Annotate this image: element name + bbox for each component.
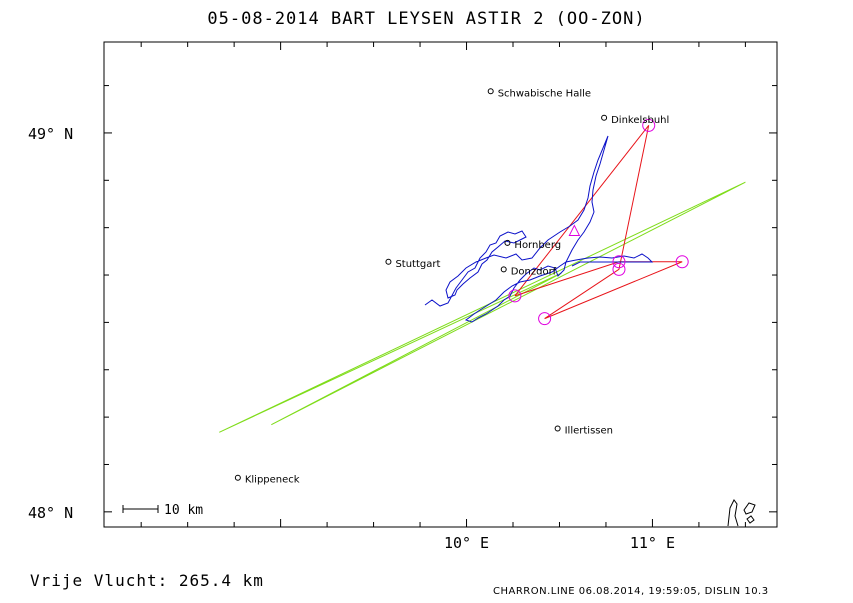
flight-track — [424, 135, 654, 323]
axis-labels: 49° N 48° N 10° E 11° E — [28, 125, 675, 552]
axis-ticks — [104, 42, 777, 527]
green-polyline — [219, 181, 746, 433]
file-info: CHARRON.LINE 06.08.2014, 19:59:05, DISLI… — [493, 586, 769, 597]
town-marker — [234, 474, 241, 481]
turnpoint-sector — [612, 255, 626, 269]
lon-label: 11° E — [630, 534, 675, 552]
turnpoint-sector — [508, 289, 522, 303]
town-label: Dinkelsbuhl — [611, 115, 669, 126]
turnpoint-sector — [642, 118, 656, 132]
turnpoint-sector — [612, 262, 626, 276]
turnpoint-sector — [538, 312, 552, 326]
lake-outline-icon — [727, 499, 756, 527]
lat-label: 49° N — [28, 125, 73, 143]
town-marker — [500, 266, 507, 273]
town-label: Stuttgart — [395, 259, 440, 270]
town-label: Schwabische Halle — [498, 88, 591, 99]
turnpoint-sector — [675, 255, 689, 269]
turnpoint-sectors — [508, 118, 689, 326]
lon-label: 10° E — [444, 534, 489, 552]
town-markers: Schwabische Halle Dinkelsbuhl Hornberg Stut… — [234, 88, 669, 486]
free-flight-distance: Vrije Vlucht: 265.4 km — [30, 571, 264, 590]
town-label: Illertissen — [565, 425, 613, 436]
page-title: 05-08-2014 BART LEYSEN ASTIR 2 (OO-ZON) — [207, 9, 646, 29]
scale-bar-label: 10 km — [164, 503, 203, 518]
lat-label: 48° N — [28, 504, 73, 522]
task-polyline — [514, 125, 683, 320]
town-label: Donzdorf — [511, 266, 557, 277]
town-marker — [487, 88, 494, 95]
town-label: Klippeneck — [245, 475, 300, 486]
town-marker — [601, 114, 608, 121]
town-marker — [385, 258, 392, 265]
plot-border — [103, 41, 778, 528]
task-lines — [514, 125, 683, 320]
start-triangle — [568, 224, 581, 236]
green-lines — [219, 181, 746, 433]
town-marker — [504, 239, 511, 246]
scale-bar: 10 km — [122, 503, 203, 518]
track-path — [424, 135, 654, 323]
town-label: Hornberg — [514, 240, 561, 251]
town-marker — [554, 425, 561, 432]
